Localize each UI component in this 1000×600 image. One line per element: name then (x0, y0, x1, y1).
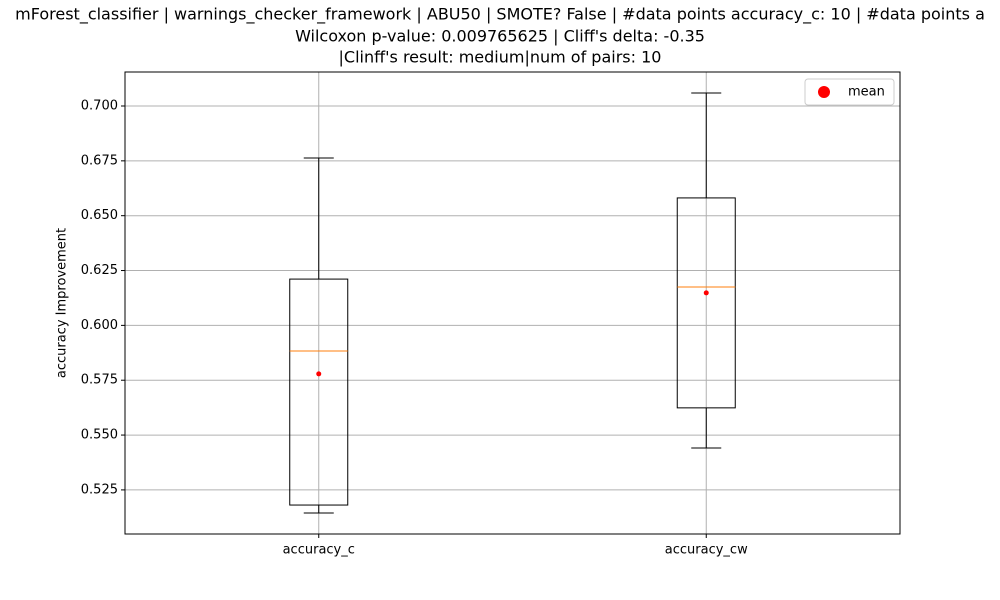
x-tick-label: accuracy_cw (665, 543, 748, 558)
mean-marker (316, 371, 322, 377)
chart-subtitle: |Clinff's result: medium|num of pairs: 1… (339, 48, 662, 67)
chart-subtitle: Wilcoxon p-value: 0.009765625 | Cliff's … (295, 27, 705, 46)
plot-frame (124, 71, 901, 535)
y-tick-label: 0.575 (81, 373, 118, 388)
y-tick-label: 0.700 (81, 99, 118, 114)
y-axis-label: accuracy Improvement (55, 228, 70, 378)
x-tick-label: accuracy_c (283, 543, 355, 558)
box (289, 278, 349, 506)
legend-label: mean (848, 85, 885, 100)
y-tick-label: 0.600 (81, 318, 118, 333)
legend-box (804, 78, 895, 106)
y-tick-label: 0.525 (81, 482, 118, 497)
chart-title: mForest_classifier | warnings_checker_fr… (15, 5, 985, 25)
legend-marker (818, 86, 830, 98)
box (676, 197, 736, 409)
y-tick-label: 0.650 (81, 208, 118, 223)
y-tick-label: 0.625 (81, 263, 118, 278)
mean-marker (703, 290, 709, 296)
y-tick-label: 0.550 (81, 428, 118, 443)
y-tick-label: 0.675 (81, 153, 118, 168)
